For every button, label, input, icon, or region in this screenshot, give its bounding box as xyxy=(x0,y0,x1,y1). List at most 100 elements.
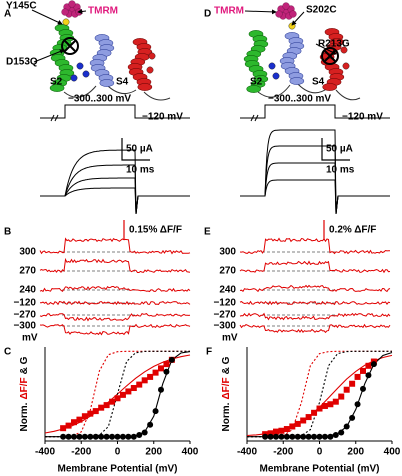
scale-bar xyxy=(321,138,350,161)
data-point xyxy=(289,433,296,440)
data-point xyxy=(267,430,274,437)
data-point xyxy=(114,433,121,440)
voltage-protocol xyxy=(40,104,190,122)
cysteine-label: Y145C xyxy=(6,1,37,12)
data-point xyxy=(283,433,290,440)
data-point xyxy=(65,422,72,429)
data-point xyxy=(300,433,307,440)
data-point xyxy=(125,433,132,440)
residue xyxy=(272,72,280,80)
data-point xyxy=(98,404,105,411)
data-point xyxy=(316,433,323,440)
residue xyxy=(70,74,78,82)
tmrm-dye xyxy=(275,10,283,18)
fluorescence-trace xyxy=(239,312,391,321)
tmrm-dye xyxy=(289,10,297,18)
voltage-label: −270 xyxy=(13,310,36,321)
residue xyxy=(268,62,276,70)
residue xyxy=(146,66,154,74)
data-point xyxy=(305,433,312,440)
data-point xyxy=(305,414,312,421)
tmrm-dye xyxy=(68,0,76,8)
y-axis-label-part: & G xyxy=(221,356,232,374)
unit-label: mV xyxy=(22,333,38,344)
arrow xyxy=(33,49,65,63)
x-tick-label: -200 xyxy=(71,447,91,458)
data-point xyxy=(71,433,77,440)
current-trace xyxy=(40,177,190,215)
data-point xyxy=(360,367,366,374)
residue xyxy=(288,22,296,30)
x-tick-label: 400 xyxy=(182,447,199,458)
data-point xyxy=(119,433,126,440)
current-trace xyxy=(240,162,390,215)
data-point xyxy=(294,420,301,427)
data-point xyxy=(141,377,148,384)
tmrm-dye xyxy=(282,2,290,10)
data-point xyxy=(278,427,285,434)
data-point xyxy=(262,433,269,440)
x-tick-label: -200 xyxy=(273,447,293,458)
mutation-label: D153Q xyxy=(6,57,38,68)
voltage-steps: −300..300 mV xyxy=(268,94,331,105)
current-scale: 50 µA xyxy=(126,144,153,155)
voltage-label: 300 xyxy=(19,247,36,258)
y-axis-label: Norm. ΔF/F & G xyxy=(221,356,232,431)
data-point xyxy=(114,395,121,402)
voltage-label: 270 xyxy=(19,266,36,277)
panel-letter: A xyxy=(4,9,11,20)
y-axis-label-part: ΔF/F xyxy=(221,377,232,399)
cysteine-label: S202C xyxy=(306,5,337,16)
data-point xyxy=(163,368,170,375)
data-point xyxy=(327,401,334,408)
data-point xyxy=(119,391,126,398)
fluorescence-trace xyxy=(39,312,191,322)
data-point xyxy=(278,433,285,440)
helix-turn xyxy=(289,77,305,85)
data-point xyxy=(98,433,105,440)
data-point xyxy=(370,361,377,368)
data-point xyxy=(332,398,339,405)
data-point xyxy=(152,369,159,376)
scale-bar xyxy=(121,138,150,161)
data-point xyxy=(158,365,164,372)
voltage-protocol xyxy=(240,104,390,122)
neutralization-mark xyxy=(321,47,339,65)
x-axis-label: Membrane Potential (mV) xyxy=(57,464,177,475)
x-tick-label: 200 xyxy=(145,447,162,458)
data-point xyxy=(130,433,137,440)
residue xyxy=(82,70,90,78)
x-tick-label: 200 xyxy=(347,447,364,458)
fluorescence-trace xyxy=(239,260,391,274)
data-point xyxy=(289,423,296,430)
tmrm-dye xyxy=(61,8,69,16)
helix-turn xyxy=(137,83,153,91)
data-point xyxy=(273,428,279,435)
panel-letter: D xyxy=(204,9,211,20)
data-point xyxy=(76,433,83,440)
fluorescence-trace xyxy=(39,323,191,336)
voltage-label: 300 xyxy=(219,247,236,258)
residue xyxy=(340,46,348,54)
data-point xyxy=(103,433,110,440)
data-point xyxy=(60,425,67,432)
x-tick-label: -400 xyxy=(35,447,55,458)
panel-letter: C xyxy=(4,347,11,358)
data-point xyxy=(109,433,116,440)
data-point xyxy=(354,401,361,408)
arrow xyxy=(31,9,63,25)
fluorescence-trace xyxy=(239,237,391,255)
data-point xyxy=(147,373,154,380)
panel-letter: E xyxy=(204,227,211,238)
data-point xyxy=(168,356,175,363)
y-axis-label: Norm. ΔF/F & G xyxy=(19,356,30,431)
fluorescence-trace xyxy=(239,323,391,334)
data-point xyxy=(316,405,323,412)
data-point xyxy=(130,385,137,392)
x-tick-label: -400 xyxy=(237,447,257,458)
fluorescence-scale: 0.15% ΔF/F xyxy=(129,225,182,236)
residue xyxy=(342,62,350,70)
holding-potential: −120 mV xyxy=(342,112,383,123)
data-point xyxy=(267,433,274,440)
x-tick-label: 0 xyxy=(115,447,121,458)
